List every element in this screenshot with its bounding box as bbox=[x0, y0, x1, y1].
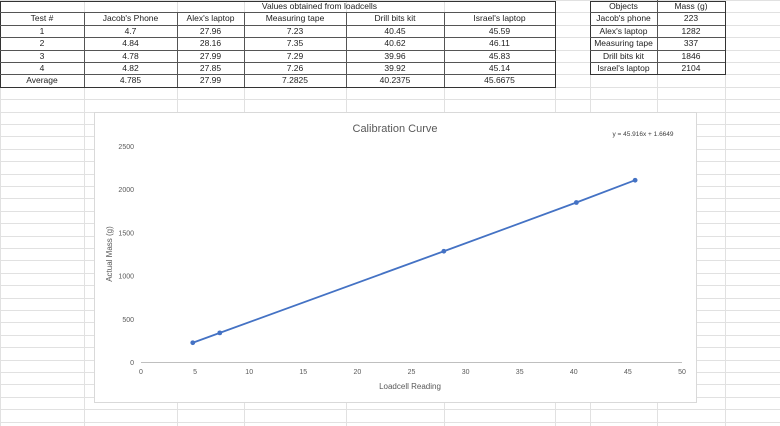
mass-table-cell[interactable]: Israel's laptop bbox=[597, 63, 650, 73]
x-tick-label: 35 bbox=[516, 369, 524, 376]
mass-table-cell[interactable]: 223 bbox=[683, 13, 699, 23]
x-axis-label: Loadcell Reading bbox=[379, 382, 441, 391]
chart-title: Calibration Curve bbox=[353, 123, 438, 135]
trendline-equation: y = 45.916x + 1.6649 bbox=[612, 131, 673, 138]
loadcell-table-cell[interactable]: 4.84 bbox=[122, 38, 139, 48]
loadcell-table-cell[interactable]: 3 bbox=[39, 51, 45, 61]
data-point[interactable] bbox=[217, 330, 223, 336]
x-tick-label: 50 bbox=[678, 369, 686, 376]
mass-table-cell[interactable]: Alex's laptop bbox=[599, 26, 648, 36]
x-tick-label: 25 bbox=[408, 369, 416, 376]
data-point[interactable] bbox=[190, 340, 196, 346]
y-tick-label: 500 bbox=[122, 317, 134, 324]
y-tick-label: 0 bbox=[130, 360, 134, 367]
y-tick-label: 2000 bbox=[118, 187, 134, 194]
loadcell-table-cell[interactable]: 45.14 bbox=[488, 63, 511, 73]
loadcell-header-cell[interactable]: Measuring tape bbox=[265, 13, 325, 23]
loadcell-table-cell[interactable]: 27.99 bbox=[199, 75, 222, 85]
loadcell-table-cell[interactable]: 28.16 bbox=[199, 38, 222, 48]
loadcell-table-cell[interactable]: 40.2375 bbox=[379, 75, 411, 85]
loadcell-table-cell[interactable]: 7.29 bbox=[286, 51, 304, 61]
mass-table-cell[interactable]: Jacob's phone bbox=[596, 13, 651, 23]
data-point[interactable] bbox=[632, 177, 638, 183]
mass-table-cell[interactable]: Measuring tape bbox=[594, 38, 653, 48]
loadcell-table-cell[interactable]: 39.92 bbox=[384, 63, 406, 73]
mass-header-cell[interactable]: Objects bbox=[609, 1, 638, 11]
loadcell-table-cell[interactable]: 4 bbox=[39, 63, 45, 73]
loadcell-header-cell[interactable]: Israel's laptop bbox=[473, 13, 526, 23]
y-tick-label: 2500 bbox=[118, 144, 134, 151]
mass-table-cell[interactable]: 1282 bbox=[681, 26, 701, 36]
x-tick-label: 45 bbox=[624, 369, 632, 376]
mass-table-cell[interactable]: Drill bits kit bbox=[602, 51, 645, 61]
x-tick-label: 0 bbox=[139, 369, 143, 376]
loadcell-table-cell[interactable]: 39.96 bbox=[384, 51, 406, 61]
loadcell-table-cell[interactable]: 4.7 bbox=[124, 26, 137, 36]
loadcell-table-cell[interactable]: 4.82 bbox=[122, 63, 139, 73]
x-tick-label: 5 bbox=[193, 369, 197, 376]
mass-header-cell[interactable]: Mass (g) bbox=[674, 1, 708, 11]
series-line bbox=[192, 179, 636, 344]
loadcell-table-cell[interactable]: 40.62 bbox=[384, 38, 406, 48]
y-axis-label: Actual Mass (g) bbox=[105, 226, 114, 282]
mass-table-cell[interactable]: 1846 bbox=[681, 51, 701, 61]
loadcell-table-cell[interactable]: 4.785 bbox=[119, 75, 142, 85]
loadcell-header-cell[interactable]: Test # bbox=[30, 13, 54, 23]
calibration-chart[interactable]: Calibration Curve 0 500 1000 1500 2000 2500 0 5 1… bbox=[94, 112, 697, 403]
loadcell-header-cell[interactable]: Alex's laptop bbox=[186, 13, 235, 23]
x-tick-label: 20 bbox=[354, 369, 362, 376]
mass-table-cell[interactable]: 337 bbox=[683, 38, 699, 48]
loadcell-table-cell[interactable]: 7.35 bbox=[286, 38, 304, 48]
loadcell-table-cell[interactable]: 45.59 bbox=[488, 26, 511, 36]
loadcell-table-cell[interactable]: 7.2825 bbox=[282, 75, 308, 85]
loadcell-table-cell[interactable]: 46.11 bbox=[489, 38, 510, 48]
y-tick-label: 1500 bbox=[118, 230, 134, 237]
loadcell-table-cell[interactable]: 4.78 bbox=[122, 51, 139, 61]
chart-canvas: Calibration Curve 0 500 1000 1500 2000 2500 0 5 1… bbox=[105, 123, 686, 391]
x-tick-label: 10 bbox=[245, 369, 253, 376]
loadcell-table-cell[interactable]: 2 bbox=[39, 38, 45, 48]
x-tick-label: 30 bbox=[462, 369, 470, 376]
y-tick-label: 1000 bbox=[118, 274, 134, 281]
loadcell-table-cell[interactable]: 27.99 bbox=[199, 51, 222, 61]
loadcell-table-cell[interactable]: 7.23 bbox=[286, 26, 304, 36]
x-tick-label: 15 bbox=[299, 369, 307, 376]
loadcell-table-cell[interactable]: 1 bbox=[39, 26, 45, 36]
loadcell-header-cell[interactable]: Jacob's Phone bbox=[102, 13, 159, 23]
loadcell-table-cell[interactable]: Average bbox=[26, 75, 58, 85]
loadcell-table-cell[interactable]: 27.85 bbox=[199, 63, 222, 73]
loadcell-table-cell[interactable]: 27.96 bbox=[199, 26, 222, 36]
loadcell-group-header[interactable]: Values obtained from loadcells bbox=[261, 1, 378, 11]
mass-table-cell[interactable]: 2104 bbox=[681, 63, 701, 73]
loadcell-table-cell[interactable]: 40.45 bbox=[384, 26, 406, 36]
loadcell-table-cell[interactable]: 45.83 bbox=[488, 51, 511, 61]
loadcell-table-cell[interactable]: 7.26 bbox=[286, 63, 304, 73]
x-tick-label: 40 bbox=[570, 369, 578, 376]
data-point[interactable] bbox=[441, 248, 447, 254]
loadcell-table-cell[interactable]: 45.6675 bbox=[484, 75, 515, 85]
loadcell-header-cell[interactable]: Drill bits kit bbox=[374, 13, 416, 23]
data-point[interactable] bbox=[573, 200, 579, 205]
